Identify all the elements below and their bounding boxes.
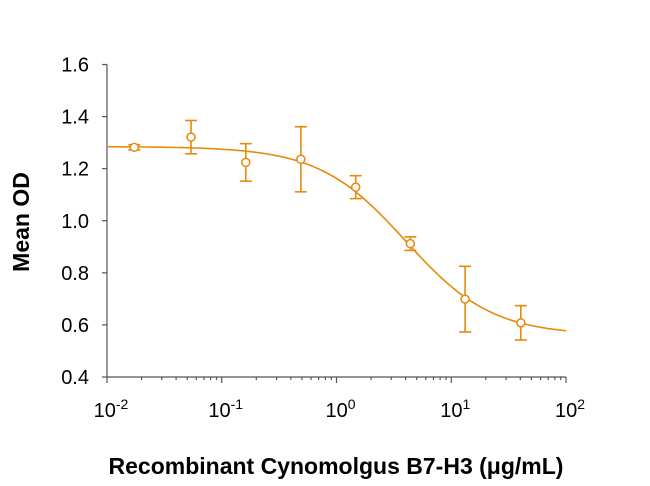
data-marks [107,119,567,341]
y-tick-label: 0.6 [61,315,89,337]
y-tick-label: 1.0 [61,211,89,233]
data-point [516,318,526,328]
x-tick-label: 10-1 [208,396,243,422]
y-axis-title: Mean OD [8,172,34,272]
data-point [186,132,196,142]
y-tick-label: 1.4 [61,107,89,129]
y-tick-label: 0.4 [61,367,89,389]
data-point [296,154,306,165]
data-point [241,157,251,168]
x-tick-label: 100 [325,396,355,422]
data-point [129,142,140,153]
y-tick-label: 0.8 [61,263,89,285]
axes: 0.4 0.6 0.8 1.0 1.2 1.4 1.6 10-2 10-1 100 101 102 [61,55,585,423]
x-tick-label: 102 [555,396,585,422]
data-point [350,182,361,192]
x-axis-title: Recombinant Cynomolgus B7-H3 (μg/mL) [109,453,564,479]
x-tick-label: 101 [440,396,470,422]
y-tick-label: 1.6 [61,55,89,77]
y-tick-label: 1.2 [61,159,89,181]
data-point [405,238,416,249]
x-tick-label: 10-2 [94,396,129,422]
data-point [460,294,470,304]
fit-curve [107,145,567,332]
